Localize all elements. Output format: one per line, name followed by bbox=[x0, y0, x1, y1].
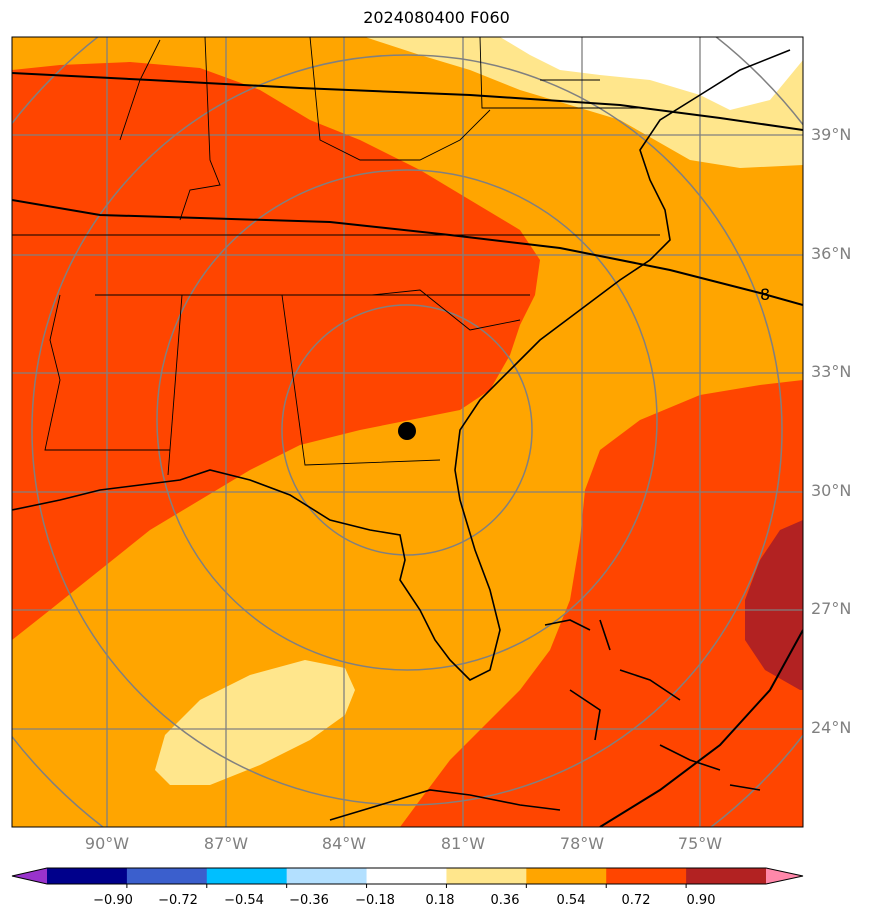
state-borders bbox=[12, 37, 660, 476]
map-title: 2024080400 F060 bbox=[363, 8, 510, 27]
colorbar-tick: 0.36 bbox=[490, 893, 520, 908]
colorbar-segment bbox=[126, 868, 208, 884]
colorbar bbox=[11, 867, 804, 888]
map-frame bbox=[11, 36, 804, 828]
colorbar-segment bbox=[606, 868, 687, 884]
colorbar-extend-low bbox=[12, 868, 47, 884]
colorbar-tick: −0.36 bbox=[289, 893, 329, 908]
colorbar-segment bbox=[526, 868, 607, 884]
colorbar-segment bbox=[366, 868, 447, 884]
lat-label-30: 30°N bbox=[811, 481, 852, 500]
lon-label-75: 75°W bbox=[677, 834, 723, 853]
lon-label-78: 78°W bbox=[559, 834, 605, 853]
center-point-marker bbox=[398, 422, 416, 440]
colorbar-tick: 0.90 bbox=[686, 893, 716, 908]
lon-label-90: 90°W bbox=[84, 834, 130, 853]
field-dark-red-east bbox=[745, 520, 803, 690]
colorbar-extend-high bbox=[766, 868, 803, 884]
colorbar-segment bbox=[286, 868, 368, 884]
colorbar-segment bbox=[206, 868, 288, 884]
colorbar-tick: 0.18 bbox=[425, 893, 455, 908]
colorbar-outline bbox=[11, 867, 804, 885]
colorbar-tick: −0.18 bbox=[355, 893, 395, 908]
field-dark-orange-west bbox=[12, 62, 540, 640]
colorbar-segment bbox=[47, 868, 128, 884]
lat-label-27: 27°N bbox=[811, 599, 852, 618]
colorbar-tick: −0.90 bbox=[93, 893, 133, 908]
colorbar-segment bbox=[446, 868, 527, 884]
lat-label-33: 33°N bbox=[811, 362, 852, 381]
colorbar-tick: 0.72 bbox=[621, 893, 651, 908]
graticule bbox=[12, 37, 803, 827]
lat-label-39: 39°N bbox=[811, 125, 852, 144]
field-light-yellow-south bbox=[155, 660, 355, 785]
field-white-north bbox=[500, 37, 803, 110]
contour-label: 8 bbox=[760, 285, 770, 304]
lon-label-81: 81°W bbox=[440, 834, 486, 853]
lat-label-36: 36°N bbox=[811, 244, 852, 263]
lon-label-84: 84°W bbox=[321, 834, 367, 853]
coastline bbox=[12, 49, 791, 821]
lat-label-24: 24°N bbox=[811, 718, 852, 737]
colorbar-tick: 0.54 bbox=[556, 893, 586, 908]
lon-label-87: 87°W bbox=[203, 834, 249, 853]
colorbar-segment bbox=[686, 868, 767, 884]
colorbar-tick: −0.72 bbox=[158, 893, 198, 908]
contour-lines bbox=[12, 72, 803, 827]
colorbar-tick: −0.54 bbox=[224, 893, 264, 908]
